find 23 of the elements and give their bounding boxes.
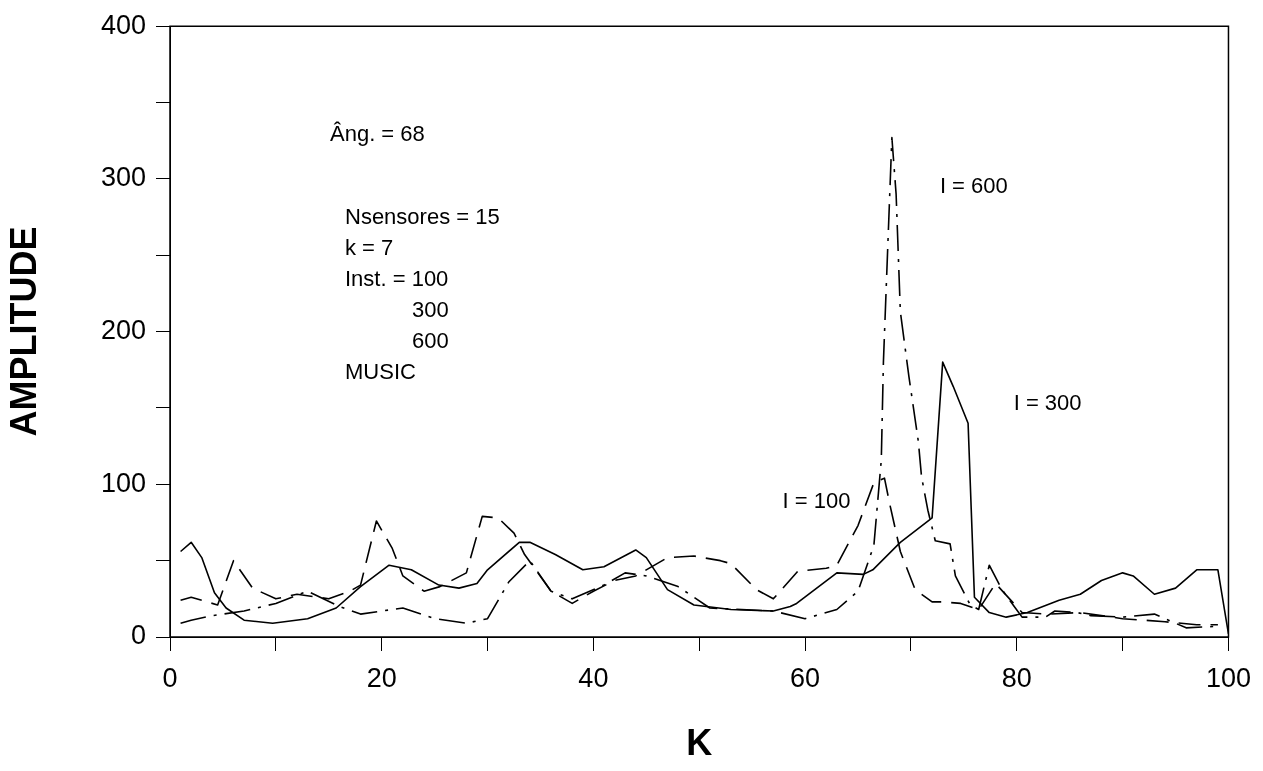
x-tick-label: 60 [790,662,821,693]
y-tick-label: 0 [130,620,146,651]
annotation: 600 [412,327,450,355]
y-tick-label: 300 [100,162,146,193]
series-label: I = 600 [939,172,1008,198]
x-tick-label: 20 [366,662,397,693]
y-tick-label: 100 [100,467,146,498]
y-tick-label: 400 [100,9,146,40]
x-tick-label: 0 [162,662,178,693]
annotation: k = 7 [345,234,395,262]
x-tick-label: 80 [1001,662,1032,693]
text: I = 300 [1013,390,1082,416]
series-label: I = 100 [782,488,851,514]
y-tick-label: 200 [100,315,146,346]
y-axis-title: AMPLITUDE [2,226,44,437]
x-tick-label: 40 [578,662,609,693]
annotation: Nsensores = 15 [345,203,500,231]
annotation: 300 [412,296,450,324]
annotation: Inst. = 100 [345,265,450,293]
annotation: Âng. = 68 [330,120,426,148]
x-tick-label: 100 [1205,662,1252,693]
x-axis-title: K [686,722,713,764]
annotation: MUSIC [345,358,417,386]
